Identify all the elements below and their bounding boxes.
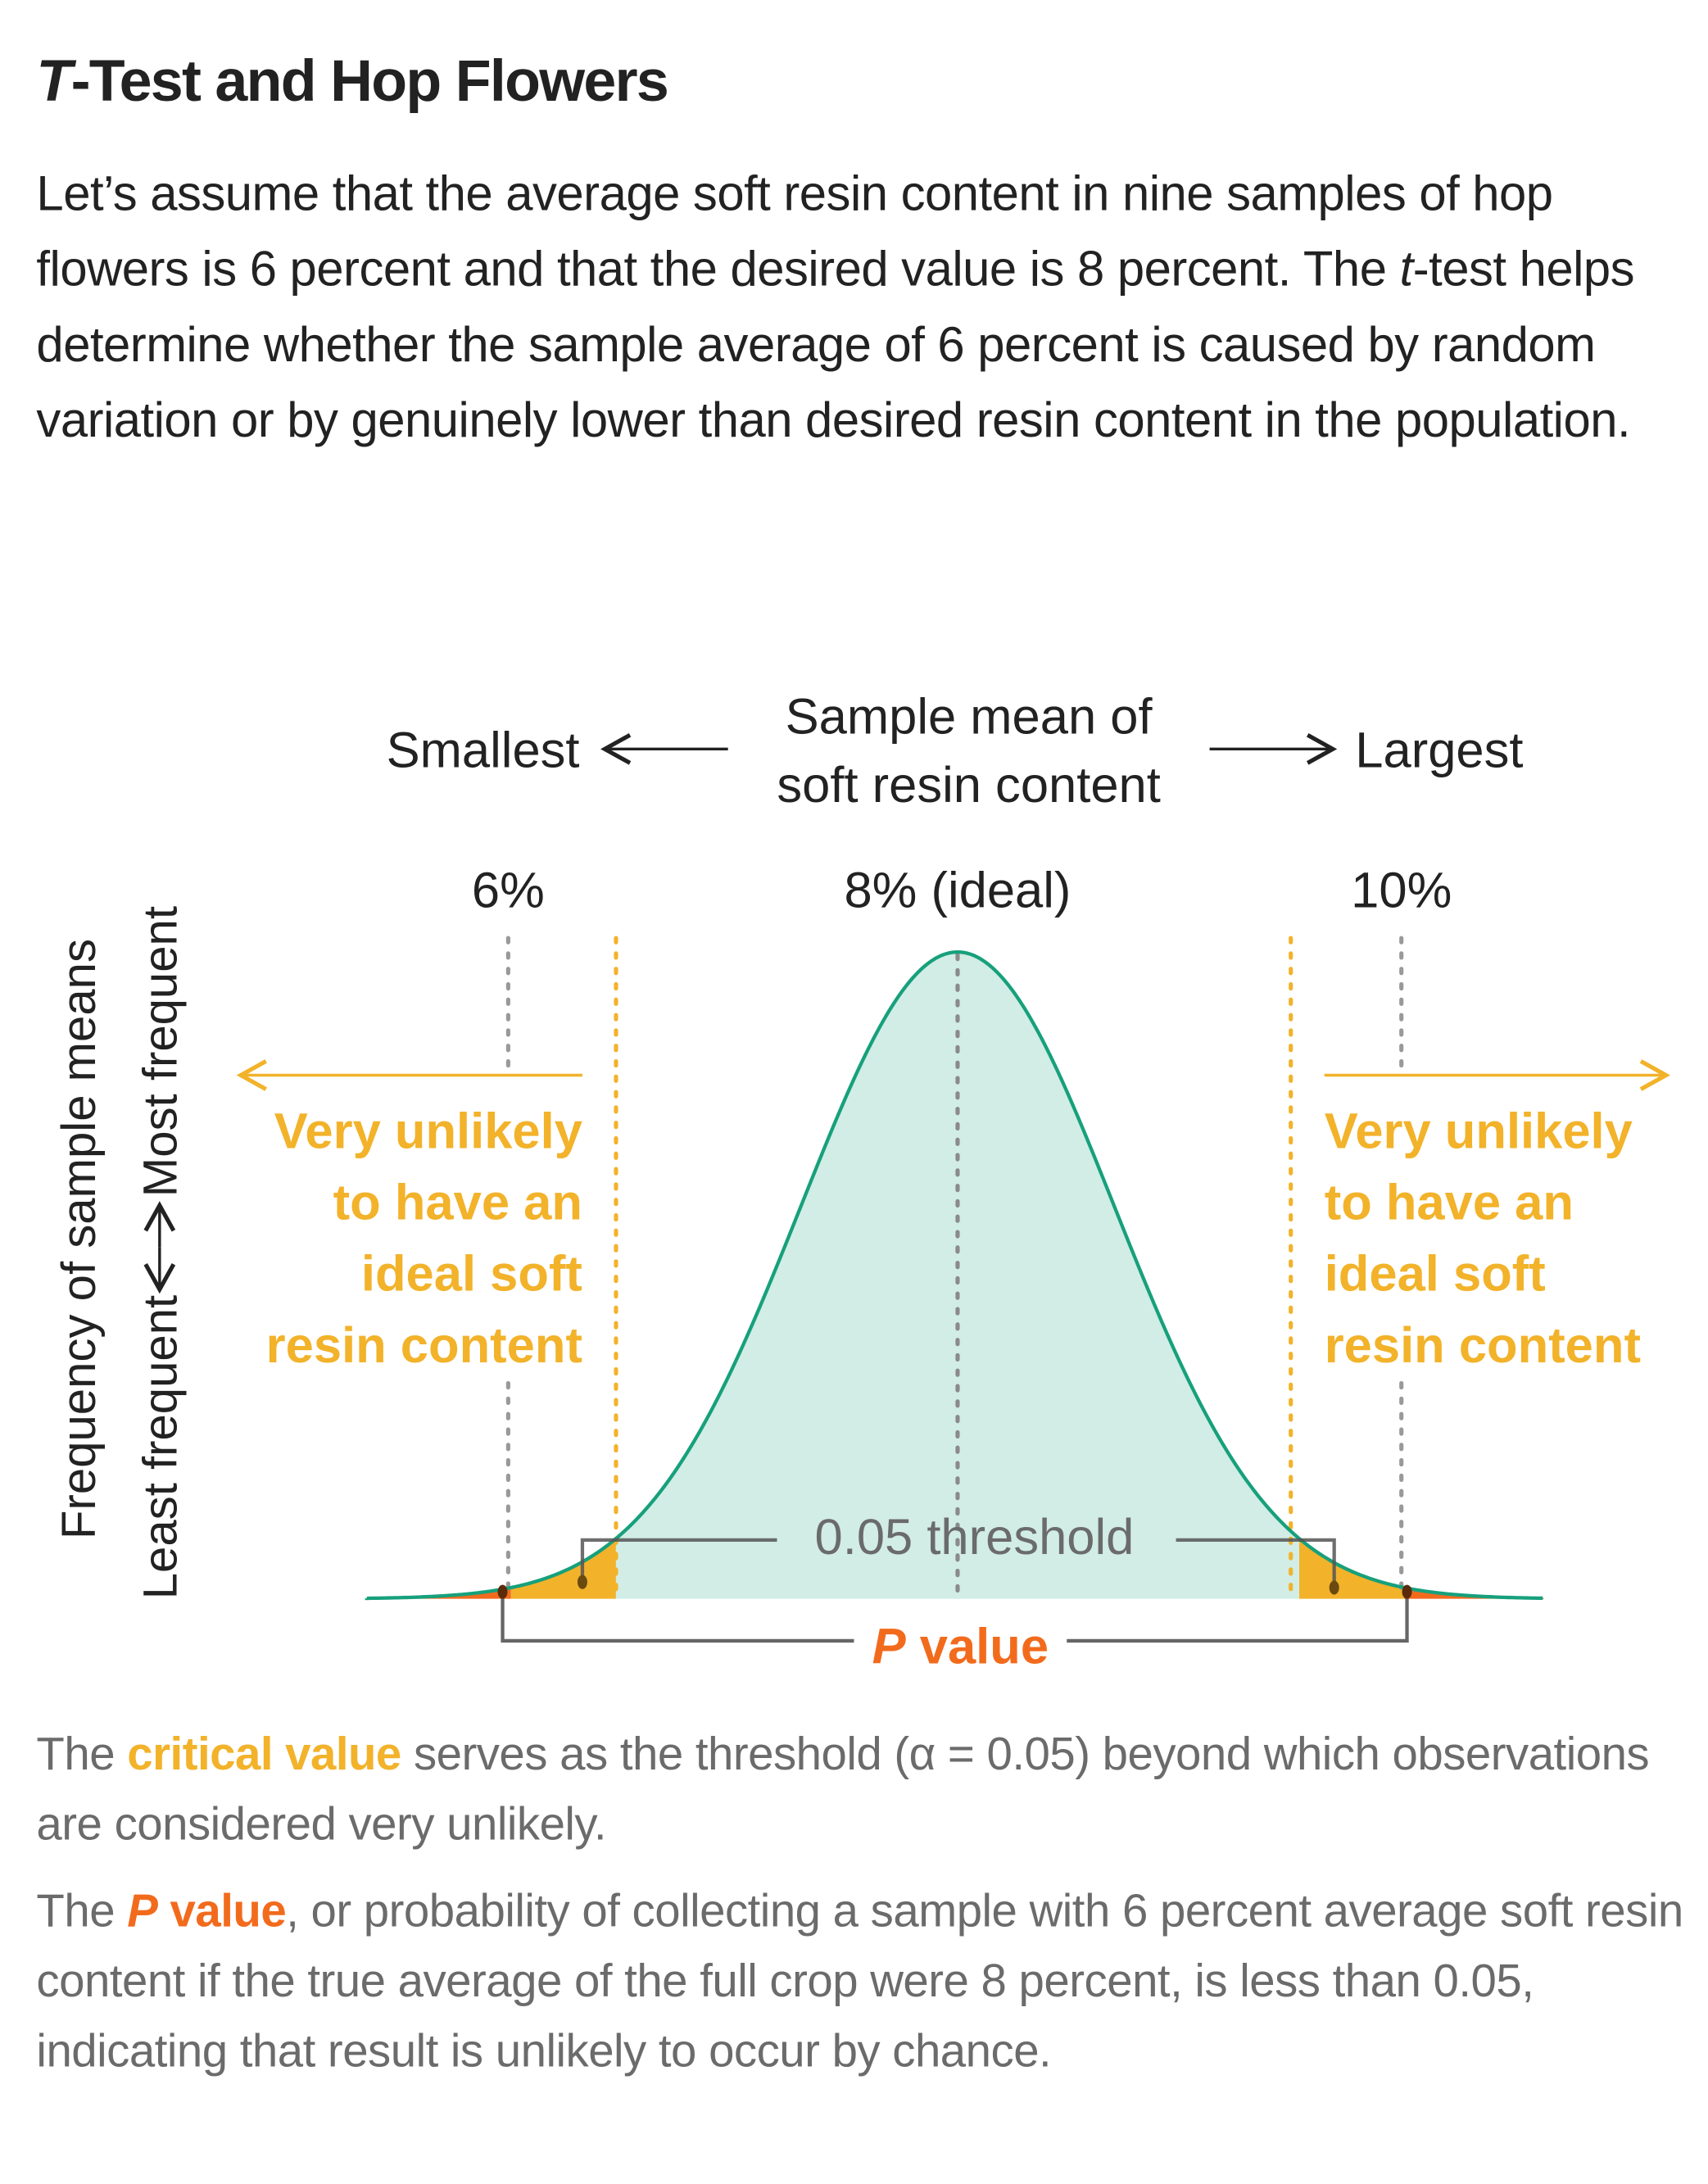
intro-paragraph: Let’s assume that the average soft resin… [36,156,1695,459]
unlikely-right-line: to have an [1325,1175,1574,1231]
p-rest: value [906,1618,1049,1674]
threshold-dot-left [577,1575,587,1589]
p-dot-left [497,1584,508,1599]
critical-area-right [1298,1538,1405,1599]
p-term-italic: P [127,1884,158,1937]
title-italic: T [36,48,72,114]
p-value-area-left [366,1588,511,1599]
unlikely-right-line: ideal soft [1325,1246,1546,1303]
threshold-label: 0.05 threshold [815,1509,1135,1566]
p-value-bracket [501,1592,1409,1643]
x-axis-right-end: Largest [1355,723,1523,779]
unlikely-left-line: to have an [333,1175,582,1231]
unlikely-right-line: resin content [1325,1317,1641,1374]
p-value-label: P value [872,1618,1049,1674]
x-axis-left-end: Smallest [387,723,580,779]
x-axis-label-1: Sample mean of [786,689,1153,745]
intro-text-1: Let’s assume that the average soft resin… [36,166,1553,297]
unlikely-label-left: Very unlikely to have an ideal soft resi… [266,1103,582,1373]
f2a: The [36,1884,128,1937]
footer-critical-value: The critical value serves as the thresho… [36,1720,1688,1860]
y-axis-low: Least frequent [134,1295,187,1599]
title-rest: -Test and Hop Flowers [70,48,669,114]
y-axis-label: Frequency of sample means [52,939,106,1539]
critical-value-term: critical value [127,1727,401,1780]
page-title: T-Test and Hop Flowers [36,48,668,115]
p-term: value [157,1884,287,1937]
footer-p-value: The P value, or probability of collectin… [36,1876,1688,2086]
p-value-area-right [1404,1588,1545,1599]
tick-10: 10% [1351,862,1452,918]
central-area [615,952,1300,1599]
tick-8: 8% (ideal) [844,862,1071,918]
f1c: serves as the threshold (α = 0.05) beyon… [36,1727,1650,1850]
threshold-dot-right [1329,1580,1339,1595]
f1a: The [36,1727,128,1780]
intro-text-2: -test helps determine whether the sample… [36,242,1635,448]
unlikely-right-line: Very unlikely [1325,1103,1633,1159]
f2d: , or probability of collecting a sample … [36,1884,1683,2077]
intro-t: t [1399,242,1414,297]
threshold-bracket [580,1538,1336,1588]
guide-lines [505,936,1404,1602]
unlikely-label-right: Very unlikely to have an ideal soft resi… [1325,1103,1641,1373]
tick-6: 6% [472,862,545,918]
unlikely-left-line: ideal soft [361,1246,582,1303]
p-italic: P [872,1618,907,1674]
unlikely-left-line: Very unlikely [274,1103,582,1159]
distribution-curve [366,949,1543,1601]
x-axis-label-2: soft resin content [777,757,1160,813]
critical-area-left [510,1538,616,1599]
y-axis-high: Most frequent [134,906,187,1197]
y-axis-range: Least frequent Most frequent [134,906,187,1599]
p-dot-right [1402,1584,1412,1599]
unlikely-left-line: resin content [266,1317,582,1374]
